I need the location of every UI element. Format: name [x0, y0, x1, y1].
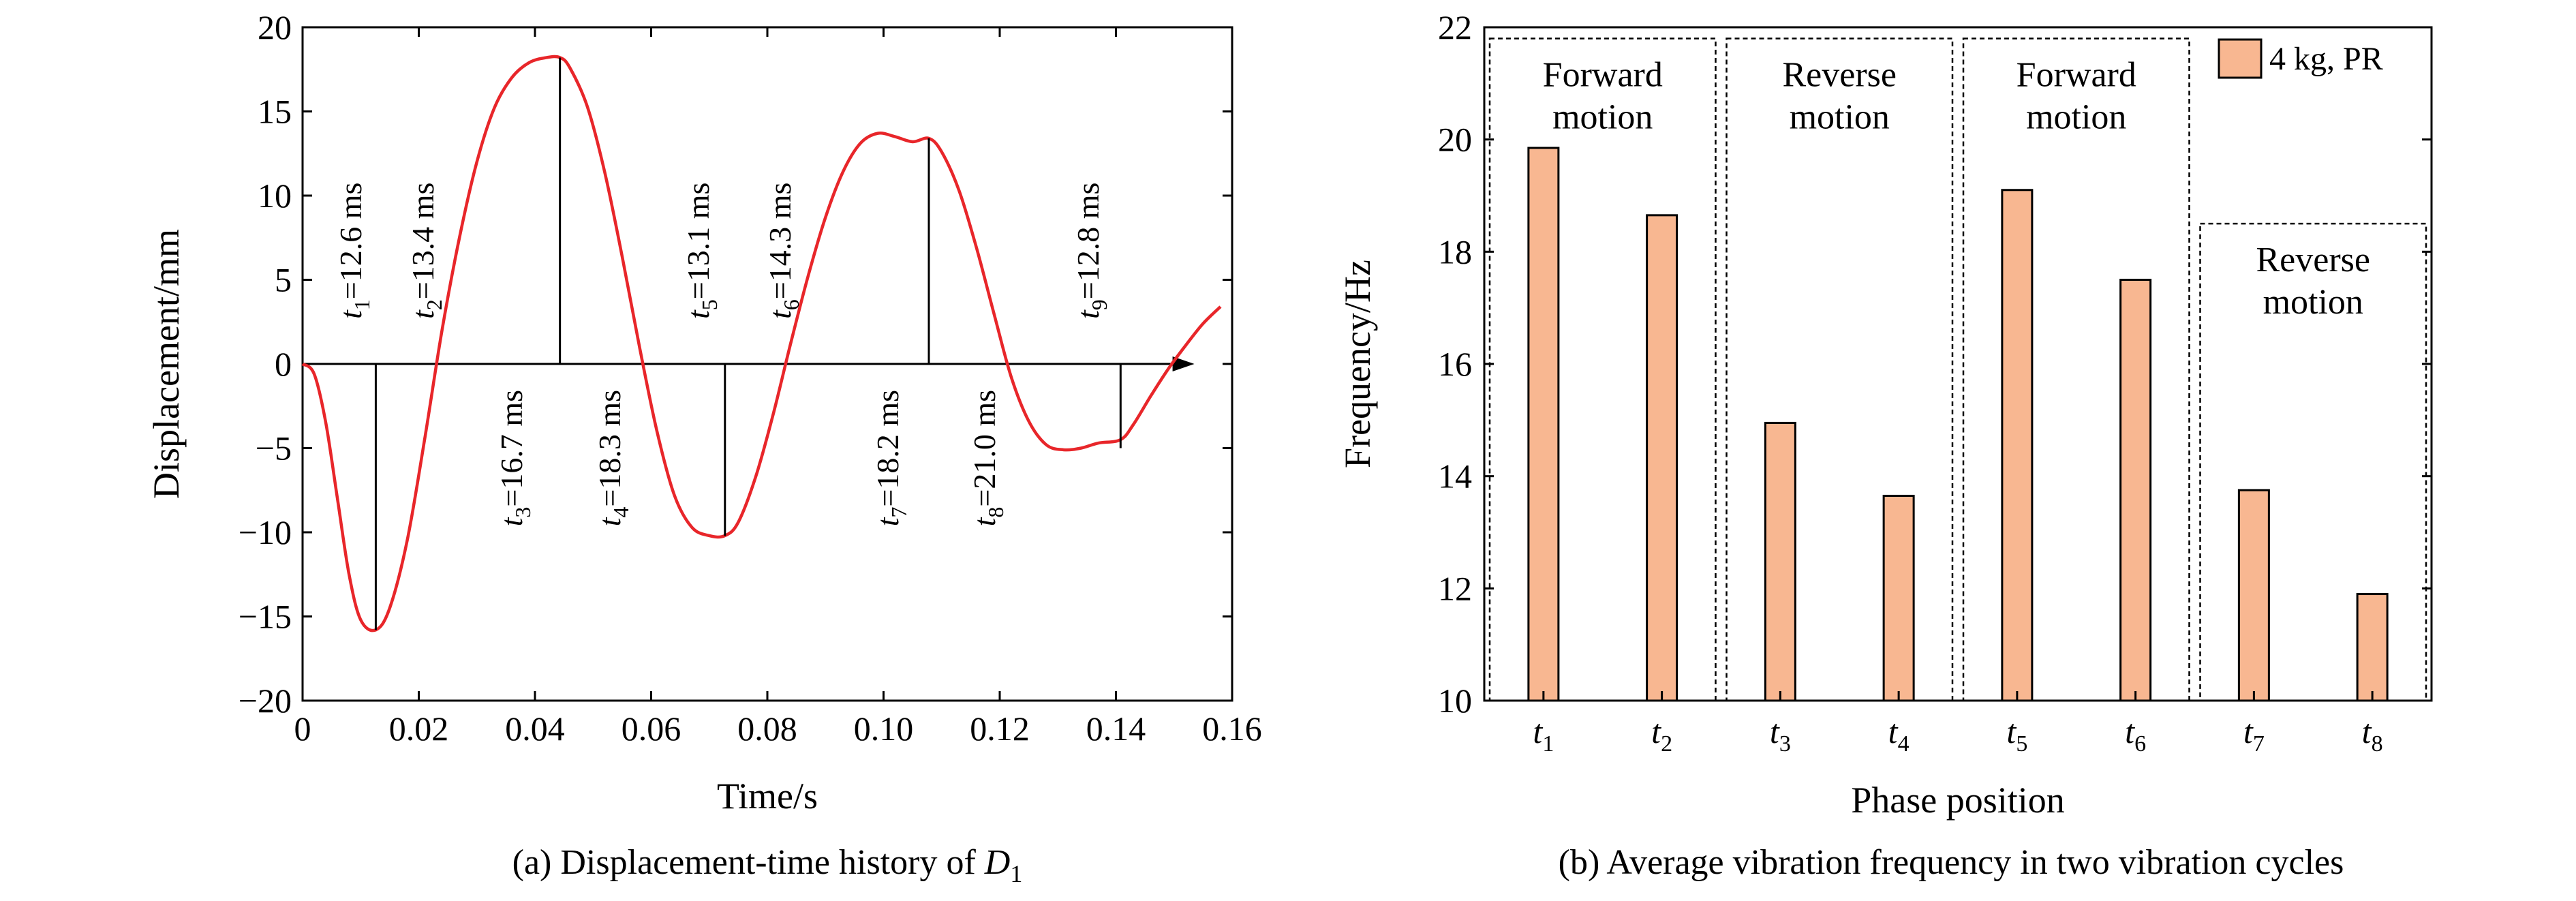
y-tick-label-a: 10	[258, 177, 292, 215]
y-tick-label-b: 10	[1438, 682, 1472, 720]
x-tick-label-a: 0.06	[622, 709, 681, 748]
y-tick-label-b: 12	[1438, 569, 1472, 607]
marker-annotation: t2=13.4 ms	[405, 183, 446, 319]
bar-7	[2237, 489, 2270, 702]
x-tick-label-a: 0.14	[1086, 709, 1146, 748]
x-tick-label-b: t6	[2125, 712, 2146, 757]
legend-label: 4 kg, PR	[2269, 41, 2383, 77]
y-tick-label-b: 20	[1438, 121, 1472, 159]
y-tick-label-b: 16	[1438, 345, 1472, 383]
phase-group-label: motion	[2263, 283, 2363, 322]
x-tick-label-a: 0.04	[505, 709, 565, 748]
y-tick-label-a: 0	[275, 345, 292, 383]
marker-annotation: t9=12.8 ms	[1071, 183, 1111, 319]
zero-axis-arrowhead	[1172, 356, 1195, 371]
y-tick-label-a: 20	[258, 8, 292, 46]
phase-group-label: motion	[1790, 97, 1890, 136]
x-tick-label-b: t5	[2006, 712, 2027, 757]
y-tick-label-b: 18	[1438, 232, 1472, 271]
x-tick-label-b: t3	[1770, 712, 1791, 757]
x-tick-label-b: t7	[2243, 712, 2265, 757]
phase-group-label: motion	[1552, 97, 1653, 136]
chart-b-average-frequency: 10121416182022ForwardmotionReversemotion…	[1337, 8, 2433, 882]
phase-group-box	[1962, 37, 2190, 702]
bar-2	[1646, 214, 1678, 702]
bar-4	[1882, 494, 1915, 702]
x-tick-label-a: 0.16	[1202, 709, 1262, 748]
phase-group-box	[1726, 37, 1954, 702]
y-tick-label-a: −5	[256, 429, 292, 468]
x-tick-label-a: 0.12	[970, 709, 1030, 748]
marker-annotation: t5=13.1 ms	[681, 183, 722, 319]
x-tick-label-a: 0	[294, 709, 311, 748]
y-tick-label-a: 15	[258, 93, 292, 131]
phase-group-label: Forward	[1543, 55, 1663, 94]
x-tick-label-b: t4	[1888, 712, 1910, 757]
x-axis-label-b: Phase position	[1851, 780, 2065, 821]
caption-a: (a) Displacement-time history of D1	[512, 843, 1023, 887]
y-tick-label-a: −15	[239, 598, 292, 636]
x-tick-label-a: 0.08	[737, 709, 797, 748]
y-axis-label-b: Frequency/Hz	[1337, 260, 1378, 468]
phase-group-label: Reverse	[2256, 241, 2370, 279]
bar-8	[2356, 593, 2389, 702]
x-axis-label-a: Time/s	[717, 776, 818, 816]
y-tick-label-a: −20	[239, 682, 292, 720]
phase-group-label: motion	[2026, 97, 2126, 136]
x-tick-label-a: 0.10	[854, 709, 914, 748]
marker-annotation: t7=18.2 ms	[870, 390, 911, 526]
marker-annotation: t1=12.6 ms	[333, 183, 374, 319]
x-tick-label-b: t8	[2362, 712, 2383, 757]
bar-5	[2001, 189, 2034, 702]
phase-group-label: Reverse	[1783, 55, 1897, 94]
bar-1	[1527, 147, 1560, 702]
displacement-curve	[301, 55, 1222, 632]
marker-annotation: t8=21.0 ms	[967, 390, 1008, 526]
y-tick-label-b: 14	[1438, 457, 1472, 495]
chart-a-displacement-history: 0 0.02 0.04 0.06 0.08 0.10 0.12 0.14 0.16 20 15 10 5…	[146, 8, 1262, 887]
caption-b: (b) Average vibration frequency in two v…	[1559, 843, 2344, 882]
x-tick-label-b: t2	[1651, 712, 1672, 757]
x-tick-label-a: 0.02	[389, 709, 449, 748]
marker-annotation: t3=16.7 ms	[494, 390, 535, 526]
y-tick-label-a: 5	[275, 261, 292, 299]
marker-annotation: t4=18.3 ms	[592, 390, 633, 526]
bar-6	[2119, 279, 2152, 702]
phase-group-box	[1488, 37, 1717, 702]
phase-group-label: Forward	[2017, 55, 2136, 94]
y-axis-label-a: Displacement/mm	[146, 229, 187, 499]
legend-swatch	[2218, 38, 2263, 79]
y-tick-label-b: 22	[1438, 8, 1472, 46]
marker-annotation: t6=14.3 ms	[763, 183, 803, 319]
y-tick-label-a: −10	[239, 513, 292, 551]
bar-3	[1764, 421, 1796, 702]
x-tick-label-b: t1	[1533, 712, 1554, 757]
